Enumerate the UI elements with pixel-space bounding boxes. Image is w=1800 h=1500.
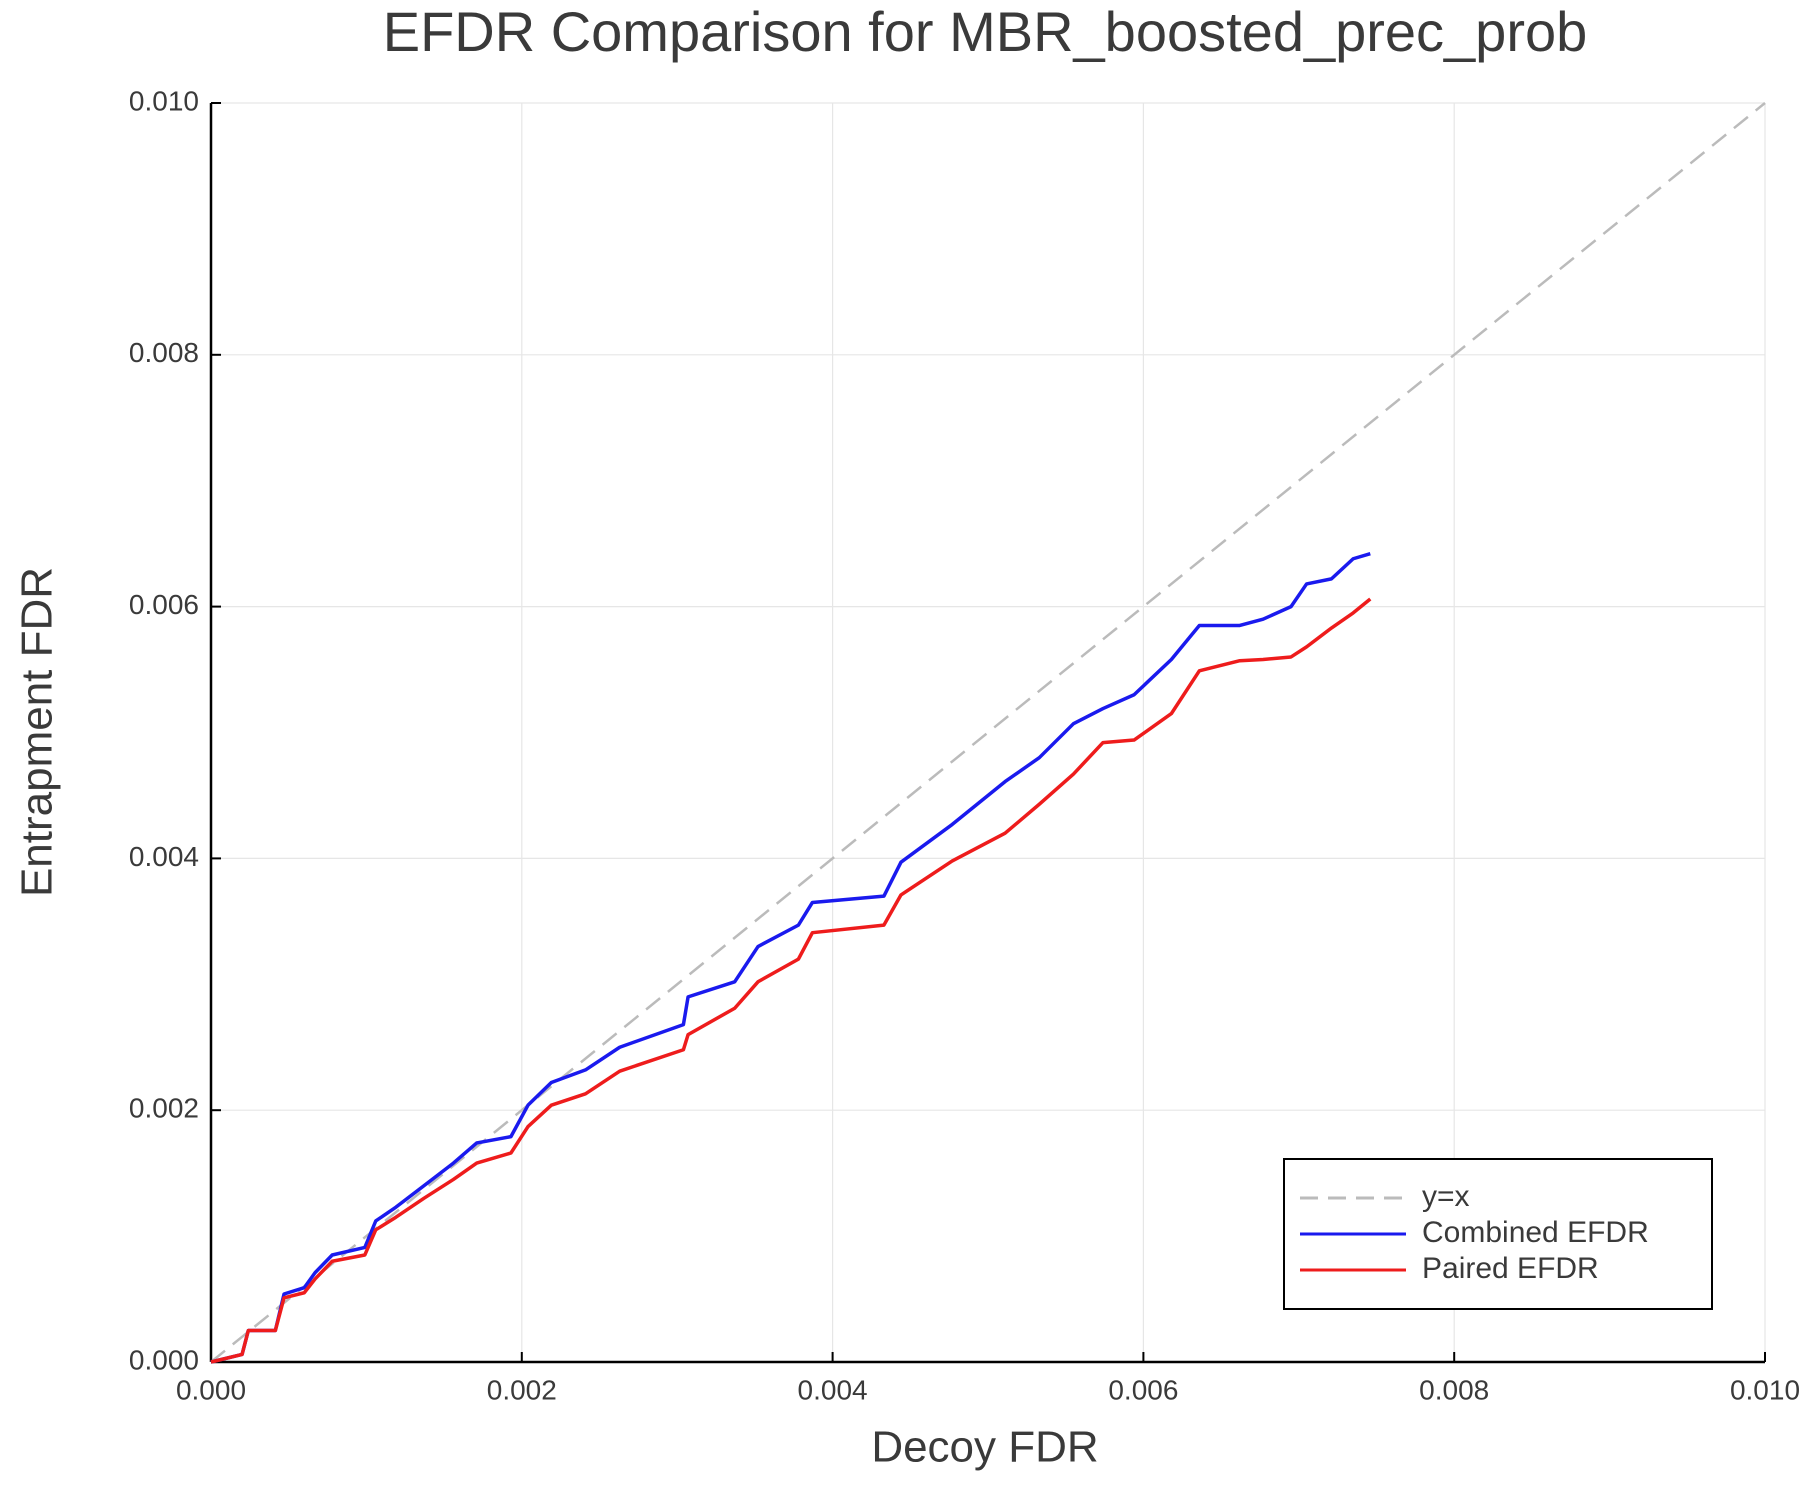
series-line bbox=[210, 597, 1372, 1364]
y-tick-label: 0.002 bbox=[129, 1093, 199, 1124]
y-tick-label: 0.004 bbox=[129, 841, 199, 872]
legend-label: y=x bbox=[1422, 1180, 1470, 1213]
series-line bbox=[210, 102, 1766, 1363]
y-axis-label: Entrapment FDR bbox=[13, 567, 62, 897]
y-tick-label: 0.010 bbox=[129, 85, 199, 116]
legend-label: Paired EFDR bbox=[1422, 1252, 1599, 1285]
x-tick-label: 0.006 bbox=[1108, 1374, 1178, 1405]
x-axis-label: Decoy FDR bbox=[871, 1423, 1098, 1472]
x-tick-label: 0.004 bbox=[798, 1374, 868, 1405]
x-tick-label: 0.000 bbox=[176, 1374, 246, 1405]
legend-label: Combined EFDR bbox=[1422, 1216, 1649, 1249]
y-tick-label: 0.006 bbox=[129, 589, 199, 620]
x-tick-label: 0.010 bbox=[1730, 1374, 1800, 1405]
chart-title: EFDR Comparison for MBR_boosted_prec_pro… bbox=[383, 0, 1588, 63]
y-tick-label: 0.000 bbox=[129, 1344, 199, 1375]
y-tick-label: 0.008 bbox=[129, 337, 199, 368]
series-line bbox=[210, 552, 1371, 1364]
x-tick-label: 0.008 bbox=[1419, 1374, 1489, 1405]
x-tick-label: 0.002 bbox=[487, 1374, 557, 1405]
